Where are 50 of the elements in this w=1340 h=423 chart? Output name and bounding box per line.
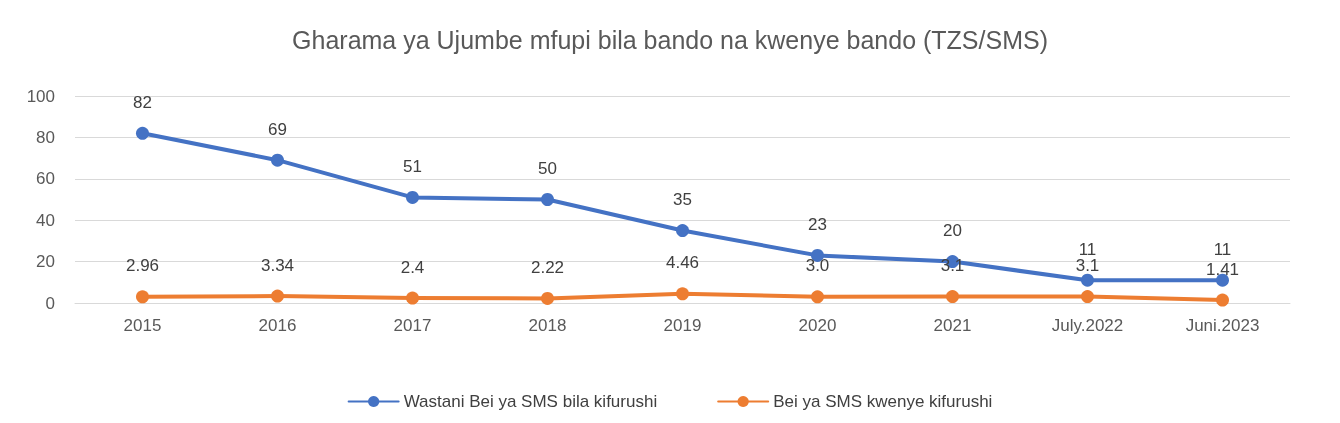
- point: [1081, 290, 1094, 304]
- x-tick-label: 2021: [933, 316, 972, 335]
- x-tick-label: 2019: [663, 316, 702, 335]
- point: [1216, 293, 1229, 307]
- y-tick-label: 100: [26, 86, 55, 106]
- data-label: 3.0: [805, 256, 830, 276]
- y-tick-label: 60: [36, 169, 55, 189]
- data-label: 2.4: [400, 257, 425, 277]
- point: [271, 153, 284, 167]
- x-tick-label: July.2022: [1051, 316, 1124, 335]
- data-label: 2.22: [530, 257, 565, 277]
- point: [136, 126, 149, 140]
- x-tick-label: 2016: [258, 316, 297, 335]
- y-tick-label: 40: [36, 210, 55, 230]
- x-tick-label: 2015: [123, 316, 162, 335]
- data-label: 11: [1078, 239, 1097, 259]
- data-label: 69: [268, 119, 287, 139]
- x-tick-label: 2018: [528, 316, 567, 335]
- point: [946, 290, 959, 304]
- point: [406, 190, 419, 204]
- chart-title: Gharama ya Ujumbe mfupi bila bando na kwenye bando (TZS/SMS): [292, 25, 1048, 54]
- point: [541, 291, 554, 305]
- y-tick-label: 20: [36, 252, 55, 272]
- data-label: 23: [808, 214, 827, 234]
- data-label: 3.34: [260, 255, 295, 275]
- y-tick-label: 0: [45, 293, 55, 313]
- legend-label: Wastani Bei ya SMS bila kifurushi: [403, 392, 658, 411]
- data-label: 11: [1213, 239, 1232, 259]
- data-label: 20: [943, 221, 962, 241]
- y-tick-label: 80: [36, 127, 55, 147]
- data-label: 4.46: [665, 253, 700, 273]
- point: [406, 291, 419, 305]
- data-label: 2.96: [125, 256, 160, 276]
- point: [811, 290, 824, 304]
- data-label: 51: [403, 156, 422, 176]
- x-tick-label: Juni.2023: [1185, 316, 1260, 335]
- data-label: 35: [673, 190, 692, 210]
- data-label: 1.41: [1205, 259, 1240, 279]
- x-tick-label: 2020: [798, 316, 837, 335]
- data-label: 3.1: [1075, 256, 1100, 276]
- point: [1081, 273, 1094, 287]
- data-label: 50: [538, 159, 557, 178]
- legend-label: Bei ya SMS kwenye kifurushi: [773, 392, 993, 411]
- data-label: 82: [133, 92, 152, 112]
- point: [271, 289, 284, 303]
- point: [136, 290, 149, 304]
- point: [676, 287, 689, 301]
- point: [676, 224, 689, 238]
- point: [541, 193, 554, 206]
- x-tick-label: 2017: [393, 316, 432, 335]
